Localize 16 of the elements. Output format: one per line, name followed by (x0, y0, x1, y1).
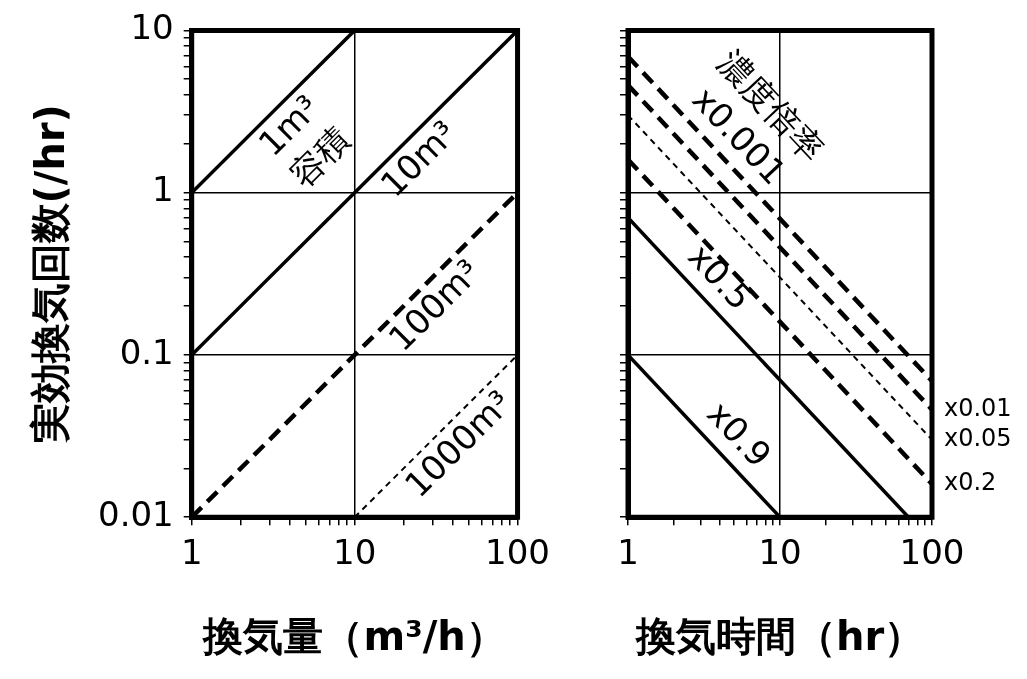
y-tick-label: 1 (152, 169, 174, 210)
x-tick-label: 100 (899, 532, 965, 573)
x-tick-label: 1 (617, 532, 639, 573)
x-axis-title: 換気量（m³/h） (202, 613, 506, 660)
y-axis-title: 実効換気回数(/hr) (27, 104, 74, 445)
y-tick-label: 0.1 (119, 331, 174, 372)
series-label: x0.01 (944, 393, 1012, 422)
x-tick-label: 1 (180, 532, 203, 573)
y-tick-label: 0.01 (98, 494, 174, 535)
series-label: x0.05 (944, 424, 1012, 453)
x-tick-label: 10 (758, 532, 802, 573)
x-axis-title: 換気時間（hr） (634, 613, 925, 660)
x-tick-label: 100 (485, 532, 551, 573)
series-label: x0.2 (944, 468, 997, 497)
x-tick-label: 10 (332, 532, 377, 573)
y-tick-label: 10 (130, 7, 174, 48)
